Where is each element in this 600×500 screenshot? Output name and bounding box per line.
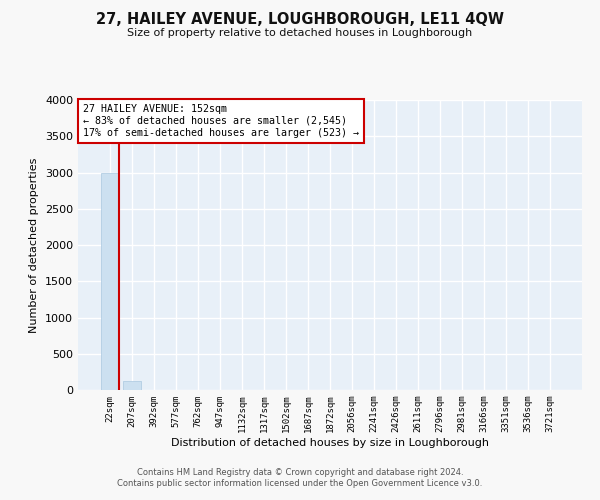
Text: 27, HAILEY AVENUE, LOUGHBOROUGH, LE11 4QW: 27, HAILEY AVENUE, LOUGHBOROUGH, LE11 4Q… [96, 12, 504, 28]
Text: Size of property relative to detached houses in Loughborough: Size of property relative to detached ho… [127, 28, 473, 38]
Bar [101, 172, 119, 390]
Text: Contains HM Land Registry data © Crown copyright and database right 2024.
Contai: Contains HM Land Registry data © Crown c… [118, 468, 482, 487]
Y-axis label: Number of detached properties: Number of detached properties [29, 158, 40, 332]
Text: 27 HAILEY AVENUE: 152sqm
← 83% of detached houses are smaller (2,545)
17% of sem: 27 HAILEY AVENUE: 152sqm ← 83% of detach… [83, 104, 359, 138]
Bar [123, 380, 140, 390]
X-axis label: Distribution of detached houses by size in Loughborough: Distribution of detached houses by size … [171, 438, 489, 448]
